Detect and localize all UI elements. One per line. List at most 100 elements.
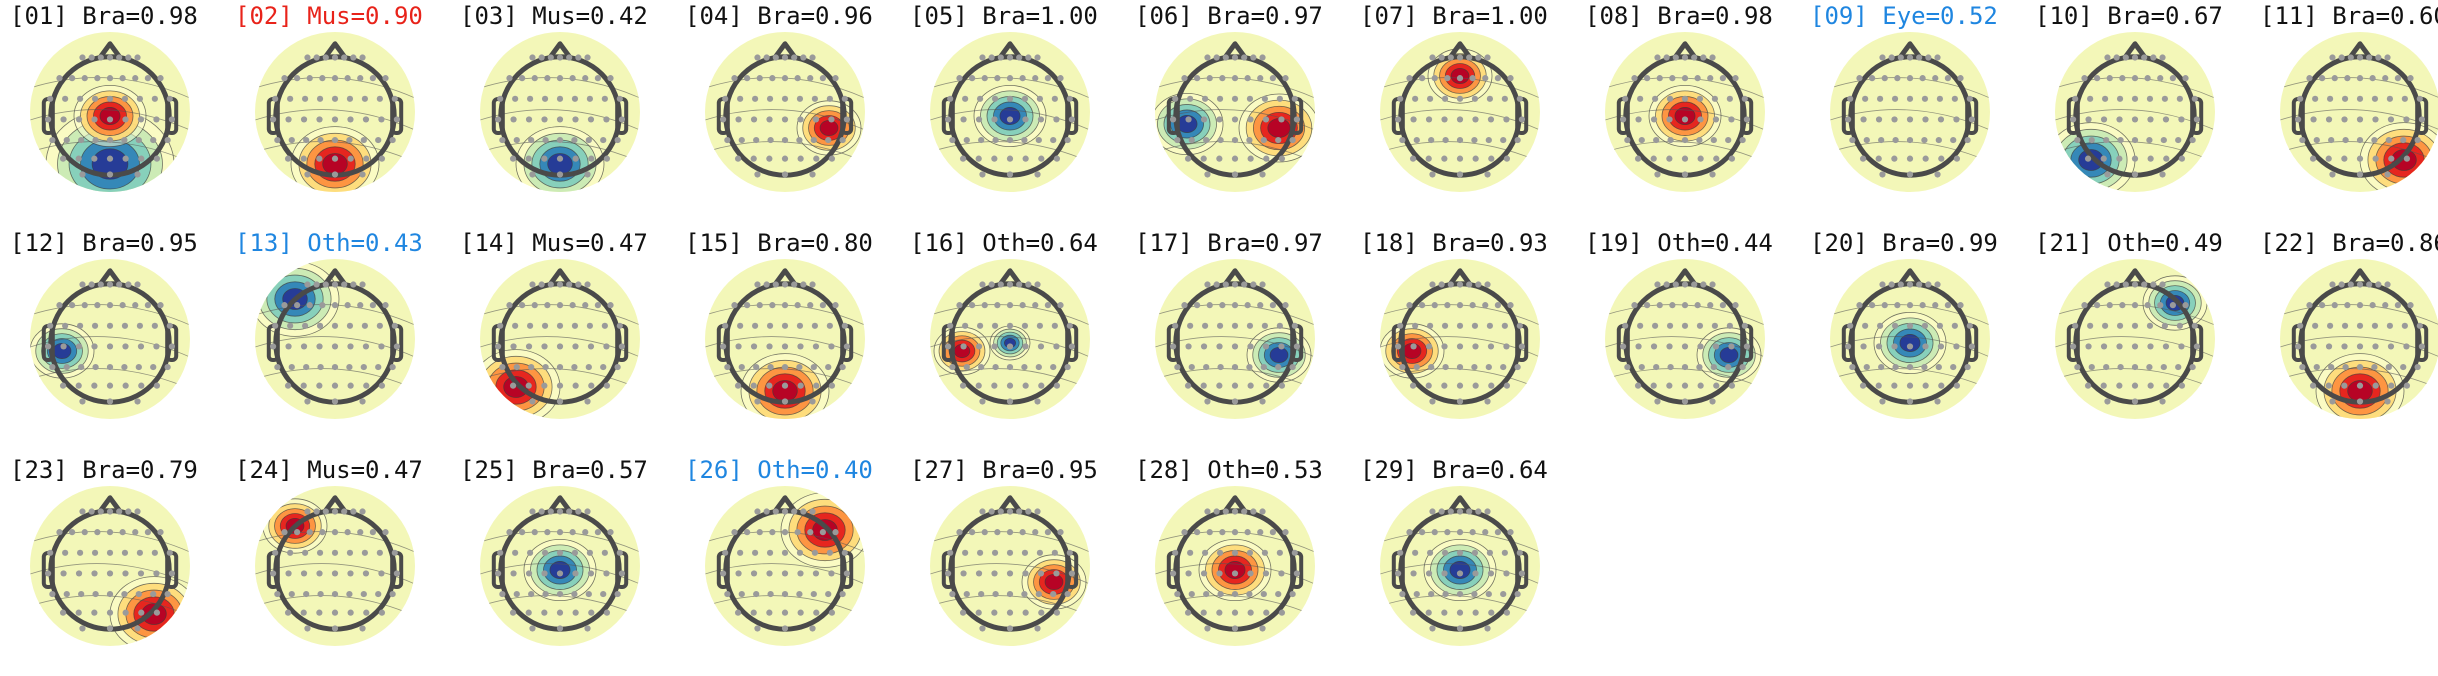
sensor-dots <box>1844 54 1976 178</box>
topomap <box>2280 259 2438 419</box>
component-tile: [08] Bra=0.98 <box>1585 2 1785 222</box>
topomap <box>480 259 640 419</box>
sensor-dots <box>269 281 401 405</box>
component-label: [26] Oth=0.40 <box>685 456 873 484</box>
component-label: [14] Mus=0.47 <box>460 229 648 257</box>
sensor-dots <box>44 281 176 405</box>
sensor-dots <box>2294 281 2426 405</box>
topomap <box>2280 32 2438 192</box>
sensor-dots <box>1844 281 1976 405</box>
sensor-dots <box>719 281 851 405</box>
topomap <box>930 32 1090 192</box>
component-tile: [01] Bra=0.98 <box>10 2 210 222</box>
topomap <box>705 32 865 192</box>
topomap <box>30 259 190 419</box>
component-label: [28] Oth=0.53 <box>1135 456 1323 484</box>
sensor-dots <box>269 54 401 178</box>
sensor-dots <box>1169 508 1301 632</box>
component-label: [07] Bra=1.00 <box>1360 2 1548 30</box>
topomap <box>255 259 415 419</box>
sensor-dots <box>44 54 176 178</box>
sensor-dots <box>494 54 626 178</box>
sensor-dots <box>1169 281 1301 405</box>
scalp-map <box>1155 486 1315 646</box>
topomap <box>2055 259 2215 419</box>
sensor-dots <box>1394 54 1526 178</box>
topomap <box>1380 259 1540 419</box>
component-tile: [04] Bra=0.96 <box>685 2 885 222</box>
component-label: [21] Oth=0.49 <box>2035 229 2223 257</box>
sensor-dots <box>1619 54 1751 178</box>
topomap <box>30 32 190 192</box>
component-label: [24] Mus=0.47 <box>235 456 423 484</box>
component-label: [18] Bra=0.93 <box>1360 229 1548 257</box>
component-tile: [25] Bra=0.57 <box>460 456 660 676</box>
topomap <box>1155 32 1315 192</box>
topomap <box>1605 259 1765 419</box>
sensor-dots <box>269 508 401 632</box>
component-tile: [03] Mus=0.42 <box>460 2 660 222</box>
component-tile: [09] Eye=0.52 <box>1810 2 2010 222</box>
sensor-dots <box>494 281 626 405</box>
topomap <box>1380 32 1540 192</box>
sensor-dots <box>719 508 851 632</box>
component-label: [08] Bra=0.98 <box>1585 2 1773 30</box>
component-label: [04] Bra=0.96 <box>685 2 873 30</box>
sensor-dots <box>1619 281 1751 405</box>
component-label: [25] Bra=0.57 <box>460 456 648 484</box>
sensor-dots <box>44 508 176 632</box>
topomap <box>930 259 1090 419</box>
topomap <box>930 486 1090 646</box>
component-label: [17] Bra=0.97 <box>1135 229 1323 257</box>
topomap <box>1830 32 1990 192</box>
component-label: [01] Bra=0.98 <box>10 2 198 30</box>
component-tile: [22] Bra=0.86 <box>2260 229 2438 449</box>
component-tile: [20] Bra=0.99 <box>1810 229 2010 449</box>
component-label: [29] Bra=0.64 <box>1360 456 1548 484</box>
scalp-map <box>1380 259 1540 419</box>
component-label: [06] Bra=0.97 <box>1135 2 1323 30</box>
component-tile: [19] Oth=0.44 <box>1585 229 1785 449</box>
sensor-dots <box>2069 54 2201 178</box>
component-tile: [17] Bra=0.97 <box>1135 229 1335 449</box>
component-tile: [14] Mus=0.47 <box>460 229 660 449</box>
component-tile: [29] Bra=0.64 <box>1360 456 1560 676</box>
sensor-dots <box>1394 508 1526 632</box>
component-tile: [05] Bra=1.00 <box>910 2 1110 222</box>
sensor-dots <box>494 508 626 632</box>
sensor-dots <box>1394 281 1526 405</box>
component-tile: [28] Oth=0.53 <box>1135 456 1335 676</box>
component-label: [22] Bra=0.86 <box>2260 229 2438 257</box>
component-label: [11] Bra=0.60 <box>2260 2 2438 30</box>
sensor-dots <box>2069 281 2201 405</box>
topomap <box>480 32 640 192</box>
sensor-dots <box>1169 54 1301 178</box>
component-label: [05] Bra=1.00 <box>910 2 1098 30</box>
component-tile: [16] Oth=0.64 <box>910 229 1110 449</box>
topomap <box>1605 32 1765 192</box>
component-label: [13] Oth=0.43 <box>235 229 423 257</box>
scalp-map <box>255 486 415 646</box>
component-label: [02] Mus=0.90 <box>235 2 423 30</box>
component-tile: [11] Bra=0.60 <box>2260 2 2438 222</box>
component-label: [19] Oth=0.44 <box>1585 229 1773 257</box>
component-tile: [10] Bra=0.67 <box>2035 2 2235 222</box>
component-tile: [24] Mus=0.47 <box>235 456 435 676</box>
component-tile: [02] Mus=0.90 <box>235 2 435 222</box>
sensor-dots <box>2294 54 2426 178</box>
scalp-map <box>30 486 190 646</box>
component-label: [10] Bra=0.67 <box>2035 2 2223 30</box>
topomap <box>1380 486 1540 646</box>
topomap <box>480 486 640 646</box>
component-tile: [23] Bra=0.79 <box>10 456 210 676</box>
sensor-dots <box>944 281 1076 405</box>
component-tile: [13] Oth=0.43 <box>235 229 435 449</box>
topomap <box>30 486 190 646</box>
topomap <box>255 32 415 192</box>
component-label: [16] Oth=0.64 <box>910 229 1098 257</box>
topomap <box>705 259 865 419</box>
topomap <box>1155 259 1315 419</box>
component-label: [23] Bra=0.79 <box>10 456 198 484</box>
component-label: [20] Bra=0.99 <box>1810 229 1998 257</box>
